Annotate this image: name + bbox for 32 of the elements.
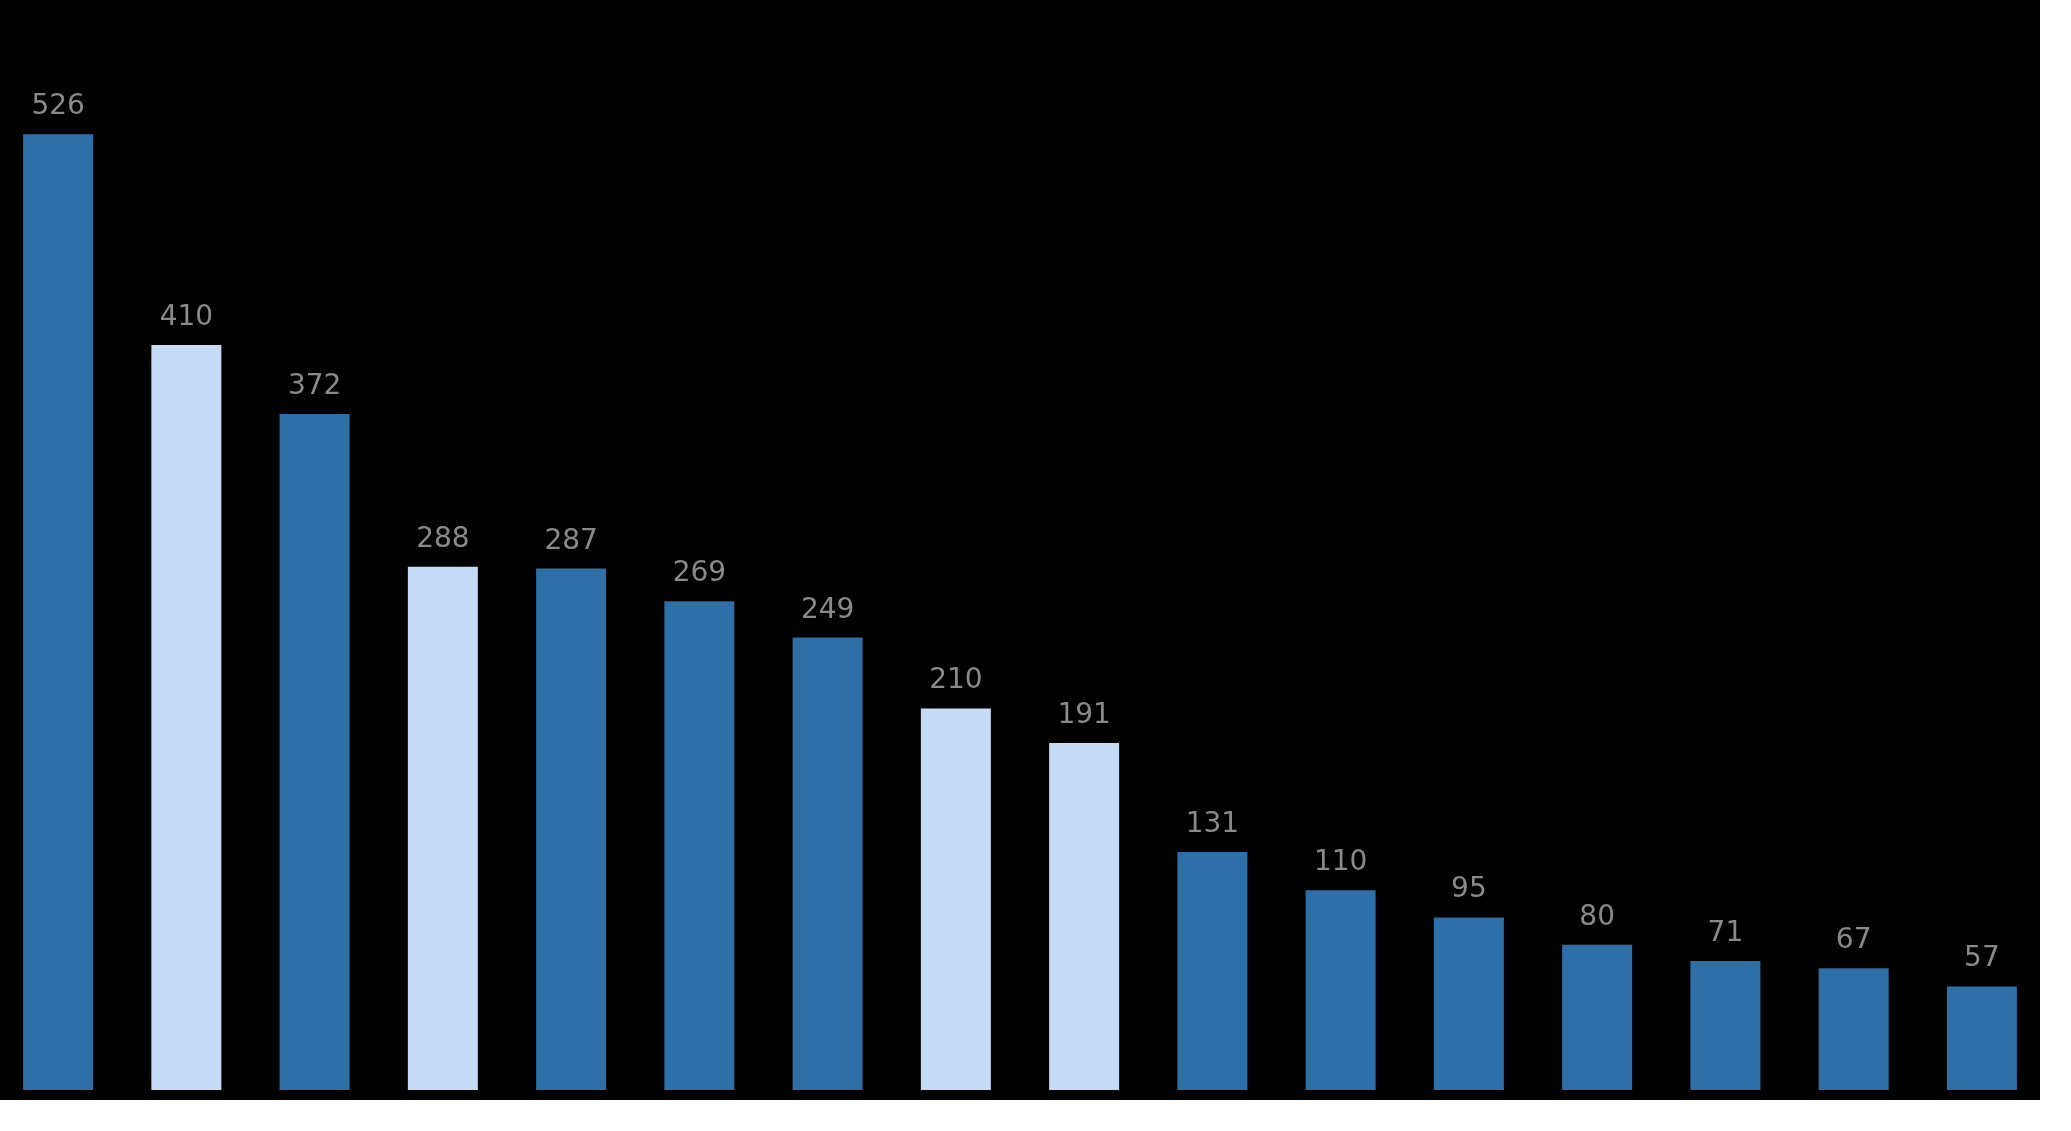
data-label: 191 — [1057, 696, 1111, 730]
bar — [407, 566, 478, 1090]
bar — [792, 637, 863, 1090]
data-label: 67 — [1835, 922, 1872, 956]
data-label: 249 — [800, 591, 855, 625]
bar — [1177, 851, 1248, 1090]
bar — [1049, 742, 1120, 1090]
bar — [536, 568, 607, 1090]
bar — [1562, 944, 1633, 1090]
data-label: 269 — [672, 555, 727, 589]
bar — [23, 134, 94, 1090]
data-label: 131 — [1185, 805, 1240, 839]
data-label: 210 — [929, 662, 983, 696]
bar — [151, 345, 222, 1090]
bar — [920, 708, 991, 1090]
data-label: 287 — [544, 522, 598, 556]
bar — [1946, 986, 2017, 1090]
data-label: 526 — [31, 88, 85, 122]
bar — [1433, 917, 1504, 1090]
data-label: 95 — [1451, 871, 1487, 905]
data-label: 80 — [1579, 898, 1615, 932]
data-label: 372 — [287, 368, 342, 402]
bar — [1818, 968, 1889, 1090]
data-label: 110 — [1313, 844, 1368, 878]
bar — [1690, 960, 1761, 1090]
bar — [1305, 890, 1376, 1090]
data-label: 410 — [159, 299, 214, 333]
bar — [279, 414, 350, 1090]
bar — [664, 601, 735, 1090]
data-label: 288 — [416, 520, 470, 554]
data-label: 71 — [1707, 914, 1744, 948]
data-label: 57 — [1964, 940, 2000, 974]
